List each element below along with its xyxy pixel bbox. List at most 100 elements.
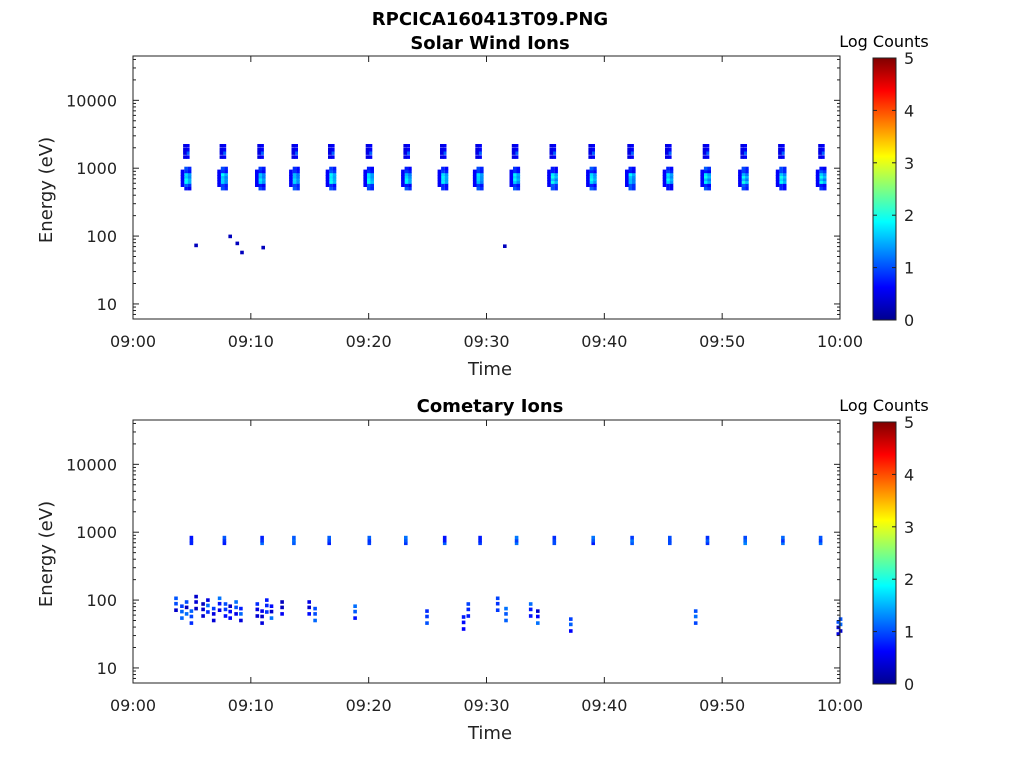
sw-burst-pixel bbox=[408, 177, 412, 182]
x-tick-label: 09:50 bbox=[699, 332, 745, 351]
y-ticks: 10 100 1000 10000 bbox=[66, 58, 840, 320]
sw-burst-pixel bbox=[262, 180, 266, 184]
sw-low-pixel bbox=[240, 250, 244, 255]
sw-burst-pixel bbox=[707, 166, 711, 171]
sw-burst-pixel bbox=[404, 174, 409, 179]
sw-burst-pixel bbox=[184, 169, 188, 174]
sw-burst-pixel bbox=[224, 183, 228, 187]
sw-burst-pixel bbox=[513, 177, 517, 182]
sw-burst-pixel bbox=[819, 172, 823, 177]
ci-high-pixel bbox=[292, 541, 296, 546]
sw-burst-pixel bbox=[821, 144, 825, 148]
sw-burst-pixel bbox=[586, 183, 590, 187]
sw-burst-pixel bbox=[475, 155, 479, 159]
y-tick-label: 10 bbox=[97, 295, 117, 314]
ci-low-pixel bbox=[184, 612, 189, 616]
sw-burst-pixel bbox=[628, 180, 633, 184]
sw-burst-pixel bbox=[401, 172, 405, 177]
sw-burst-pixel bbox=[294, 147, 298, 152]
sw-burst-pixel bbox=[184, 177, 188, 182]
sw-burst-pixel bbox=[589, 166, 594, 171]
sw-burst-pixel bbox=[258, 177, 263, 182]
ci-low-pixel bbox=[228, 609, 232, 614]
colorbar-tick-label: 1 bbox=[904, 623, 914, 642]
sw-burst-pixel bbox=[404, 169, 409, 174]
sw-burst-pixel bbox=[472, 174, 477, 179]
ci-low-pixel bbox=[536, 621, 540, 625]
sw-burst-pixel bbox=[665, 155, 669, 159]
sw-burst-pixel bbox=[781, 144, 785, 148]
sw-burst-pixel bbox=[700, 169, 704, 174]
sw-burst-pixel bbox=[408, 172, 412, 177]
sw-burst-pixel bbox=[475, 151, 479, 155]
ci-low-pixel bbox=[307, 612, 311, 616]
sw-burst-pixel bbox=[363, 180, 367, 184]
sw-burst-pixel bbox=[329, 174, 333, 179]
sw-burst-pixel bbox=[632, 177, 636, 182]
ci-low-pixel bbox=[223, 602, 228, 606]
sw-burst-pixel bbox=[819, 169, 823, 174]
sw-burst-pixel bbox=[516, 186, 521, 191]
sw-burst-pixel bbox=[705, 144, 710, 148]
sw-burst-pixel bbox=[404, 180, 409, 184]
sw-burst-pixel bbox=[666, 183, 670, 187]
sw-burst-pixel bbox=[260, 147, 264, 152]
sw-burst-pixel bbox=[262, 183, 266, 187]
sw-burst-pixel bbox=[669, 177, 674, 182]
sw-burst-pixel bbox=[514, 155, 519, 159]
sw-burst-pixel bbox=[363, 177, 367, 182]
sw-burst-pixel bbox=[815, 180, 820, 184]
ci-high-pixel bbox=[514, 535, 519, 540]
sw-burst-pixel bbox=[478, 147, 482, 152]
ci-low-pixel bbox=[693, 609, 698, 613]
sw-burst-pixel bbox=[444, 180, 449, 184]
sw-burst-pixel bbox=[403, 147, 407, 152]
ci-high-pixel bbox=[818, 538, 823, 543]
sw-burst-pixel bbox=[368, 147, 373, 152]
sw-burst-pixel bbox=[665, 147, 669, 152]
sw-burst-pixel bbox=[822, 172, 827, 177]
sw-burst-pixel bbox=[370, 174, 374, 179]
ci-low-pixel bbox=[239, 618, 243, 623]
sw-burst-pixel bbox=[550, 177, 555, 182]
sw-burst-pixel bbox=[702, 151, 707, 155]
sw-burst-pixel bbox=[255, 180, 259, 184]
ci-high-pixel bbox=[442, 538, 447, 543]
sw-burst-pixel bbox=[554, 166, 558, 171]
ci-low-pixel bbox=[189, 609, 194, 613]
sw-burst-pixel bbox=[401, 177, 405, 182]
sw-burst-pixel bbox=[289, 177, 293, 182]
sw-burst-pixel bbox=[707, 174, 711, 179]
ci-low-pixel bbox=[180, 609, 184, 614]
sw-burst-pixel bbox=[332, 174, 337, 179]
sw-burst-pixel bbox=[325, 169, 330, 174]
x-tick-label: 10:00 bbox=[817, 696, 863, 715]
sw-burst-pixel bbox=[401, 174, 405, 179]
ci-high-pixel bbox=[442, 541, 447, 546]
sw-burst-pixel bbox=[591, 151, 595, 155]
sw-burst-pixel bbox=[262, 177, 266, 182]
sw-burst-pixel bbox=[666, 172, 670, 177]
ci-low-pixel bbox=[495, 601, 500, 606]
sw-burst-pixel bbox=[662, 174, 667, 179]
sw-burst-pixel bbox=[296, 174, 300, 179]
sw-burst-pixel bbox=[703, 166, 708, 171]
sw-burst-pixel bbox=[738, 172, 742, 177]
sw-burst-pixel bbox=[365, 147, 370, 152]
sw-burst-pixel bbox=[819, 186, 823, 191]
sw-burst-pixel bbox=[628, 172, 633, 177]
sw-low-pixel bbox=[261, 245, 265, 250]
sw-burst-pixel bbox=[549, 155, 554, 159]
sw-burst-pixel bbox=[662, 177, 667, 182]
sw-burst-pixel bbox=[779, 172, 783, 177]
sw-burst-pixel bbox=[406, 147, 410, 152]
sw-burst-pixel bbox=[476, 177, 481, 182]
sw-burst-pixel bbox=[476, 186, 481, 191]
sw-burst-pixel bbox=[257, 155, 261, 159]
x-tick-label: 09:30 bbox=[463, 696, 509, 715]
ci-high-pixel bbox=[189, 541, 194, 546]
panel-title: Solar Wind Ions bbox=[410, 33, 569, 54]
sw-burst-pixel bbox=[325, 183, 330, 187]
ci-high-pixel bbox=[514, 541, 519, 546]
sw-burst-pixel bbox=[586, 172, 590, 177]
